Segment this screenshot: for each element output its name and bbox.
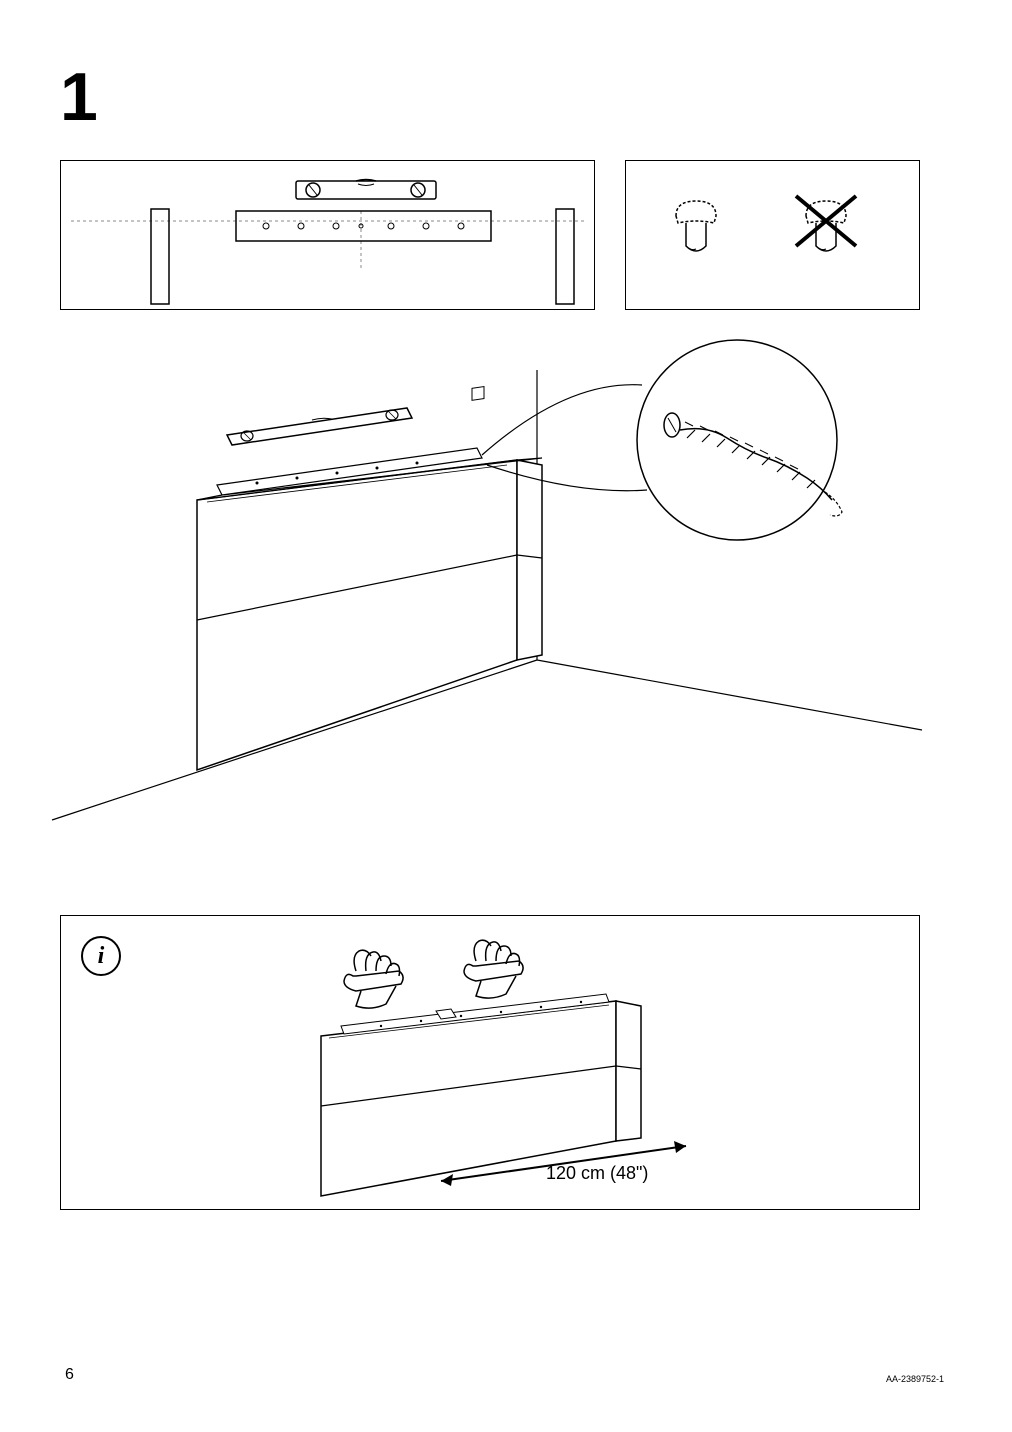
step-number: 1 — [60, 58, 98, 136]
page-number: 6 — [65, 1366, 74, 1384]
panel-anchor-comparison — [625, 160, 920, 310]
cabinet-perspective-diagram — [47, 330, 927, 830]
anchor-wrong-icon — [796, 196, 856, 251]
two-person-diagram — [61, 916, 921, 1211]
info-letter: i — [98, 943, 105, 970]
level-rail-diagram — [61, 161, 596, 311]
document-code: AA-2389752-1 — [886, 1374, 944, 1384]
dimension-label: 120 cm (48") — [546, 1163, 648, 1184]
panel-cabinet-mounting — [47, 330, 927, 830]
anchor-correct-icon — [676, 201, 716, 251]
panel-level-rail — [60, 160, 595, 310]
info-icon: i — [81, 936, 121, 976]
anchor-diagram — [626, 161, 921, 311]
hand-right-icon — [464, 940, 523, 998]
panel-two-person-info: i — [60, 915, 920, 1210]
hand-left-icon — [344, 950, 403, 1008]
